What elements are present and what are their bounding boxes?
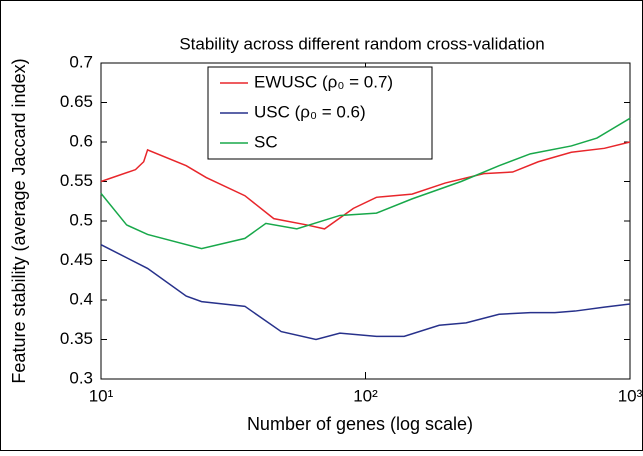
legend-label: SC (254, 132, 278, 151)
chart-title: Stability across different random cross-… (179, 34, 544, 53)
series-line (100, 244, 631, 341)
y-tick-label: 0.7 (69, 52, 93, 71)
y-tick-label: 0.55 (60, 171, 93, 190)
y-tick-label: 0.3 (69, 368, 93, 387)
y-tick-label: 0.6 (69, 131, 93, 150)
x-tick-label: 10² (353, 386, 378, 405)
x-tick-label: 10³ (618, 386, 643, 405)
legend-label: EWUSC (ρ₀ = 0.7) (254, 72, 393, 91)
y-tick-label: 0.5 (69, 210, 93, 229)
series-line (100, 117, 631, 250)
legend-label: USC (ρ₀ = 0.6) (254, 102, 366, 121)
y-axis-label: Feature stability (average Jaccard index… (9, 58, 29, 383)
series-line (100, 141, 631, 230)
y-tick-label: 0.65 (60, 92, 93, 111)
y-tick-label: 0.4 (69, 289, 93, 308)
x-axis-label: Number of genes (log scale) (247, 414, 473, 434)
y-tick-label: 0.35 (60, 329, 93, 348)
y-tick-label: 0.45 (60, 250, 93, 269)
x-tick-label: 10¹ (89, 386, 114, 405)
